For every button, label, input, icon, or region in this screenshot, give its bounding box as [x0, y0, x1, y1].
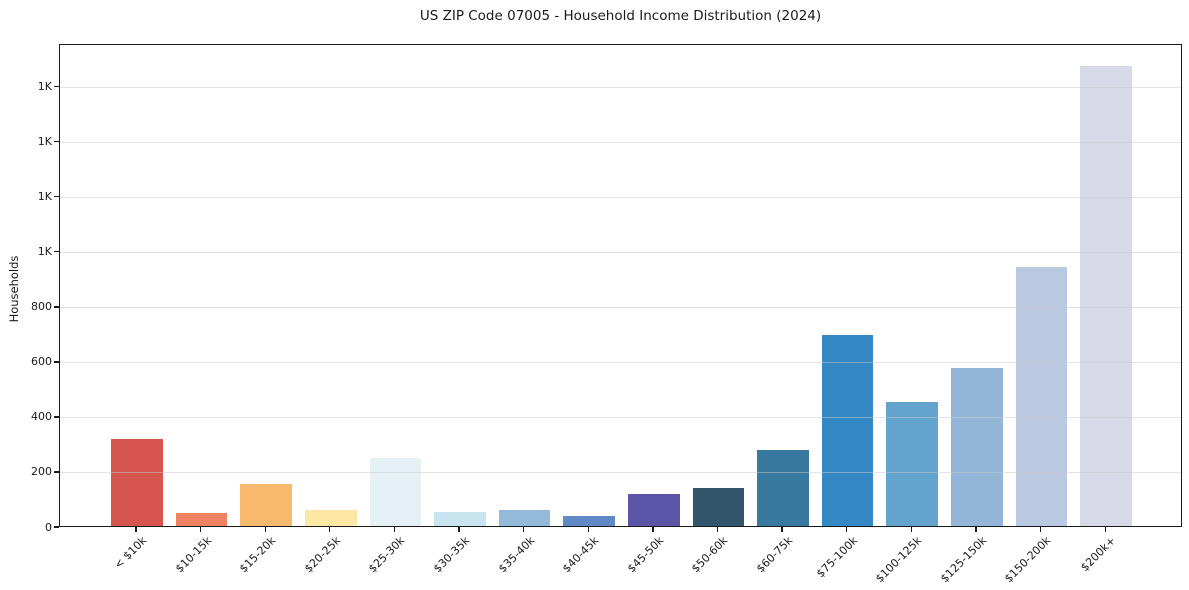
- x-tick-mark: [846, 527, 848, 532]
- x-tick-mark: [781, 527, 783, 532]
- x-tick-label: $200k+: [1078, 534, 1119, 575]
- bar-$50-60k: [692, 488, 745, 526]
- x-tick-mark: [910, 527, 912, 532]
- bar-$40-45k: [563, 516, 616, 526]
- x-tick-label: $30-35k: [430, 534, 473, 576]
- bar-$100-125k: [886, 401, 939, 526]
- x-tick-mark: [264, 527, 266, 532]
- bar-$200k+: [1080, 66, 1132, 526]
- y-tick-label: 1K: [37, 80, 52, 94]
- x-tick-mark: [1104, 527, 1106, 532]
- bar-$30-35k: [434, 511, 486, 526]
- bar-$15-20k: [240, 483, 292, 526]
- x-tick-mark: [458, 527, 460, 532]
- bar-$35-40k: [498, 510, 551, 526]
- x-tick-mark: [329, 527, 331, 532]
- bar-$45-50k: [627, 493, 680, 526]
- x-tick-label: $125-150k: [937, 534, 990, 586]
- bar-$150-200k: [1015, 267, 1068, 526]
- x-tick-label: $60-75k: [753, 534, 796, 576]
- bar-< $10k: [111, 439, 163, 526]
- gridline-800: [60, 307, 1181, 309]
- y-tick-mark: [54, 196, 59, 198]
- x-tick-label: $100-125k: [873, 534, 925, 586]
- x-tick-label: $75-100k: [813, 534, 860, 581]
- x-tick-mark: [393, 527, 396, 532]
- y-tick-label: 1K: [37, 190, 52, 204]
- y-tick-mark: [54, 416, 59, 418]
- y-tick-label: 0: [45, 520, 52, 534]
- y-tick-label: 400: [31, 410, 52, 424]
- x-tick-label: $50-60k: [689, 534, 731, 576]
- gridline-1200: [60, 197, 1181, 199]
- x-tick-mark: [1039, 527, 1042, 532]
- x-tick-mark: [716, 527, 719, 532]
- x-tick-label: $10-15k: [172, 534, 214, 576]
- x-tick-label: $45-50k: [624, 534, 666, 576]
- x-tick-label: $35-40k: [495, 534, 537, 576]
- y-tick-mark: [54, 361, 59, 363]
- gridline-400: [60, 417, 1181, 419]
- y-tick-mark: [54, 526, 59, 528]
- y-tick-label: 800: [31, 300, 52, 314]
- x-tick-mark: [975, 527, 977, 532]
- plot-area: [59, 44, 1182, 527]
- x-tick-mark: [587, 527, 589, 532]
- x-tick-label: $15-20k: [237, 534, 279, 576]
- gridline-600: [60, 362, 1181, 364]
- gridline-1400: [60, 142, 1181, 144]
- x-tick-label: $150-200k: [1002, 534, 1054, 586]
- y-tick-label: 1K: [37, 135, 52, 149]
- bar-$25-30k: [369, 457, 422, 526]
- gridline-1600: [60, 87, 1181, 89]
- y-axis-label: Households: [7, 255, 21, 323]
- y-tick-label: 200: [31, 465, 52, 479]
- x-tick-label: $25-30k: [366, 534, 408, 576]
- y-tick-label: 1K: [37, 245, 52, 259]
- y-tick-label: 600: [31, 355, 52, 369]
- x-tick-mark: [522, 527, 525, 532]
- bar-$10-15k: [175, 513, 228, 526]
- x-tick-label: < $10k: [111, 534, 150, 572]
- bar-$75-100k: [821, 335, 874, 526]
- bar-$20-25k: [304, 510, 357, 526]
- x-tick-mark: [652, 527, 654, 532]
- chart-title: US ZIP Code 07005 - Household Income Dis…: [419, 8, 822, 24]
- y-tick-mark: [54, 86, 59, 88]
- x-tick-label: $40-45k: [560, 534, 602, 576]
- gridline-1000: [60, 252, 1181, 254]
- x-tick-mark: [135, 527, 137, 532]
- y-tick-mark: [54, 251, 59, 253]
- gridline-200: [60, 472, 1181, 474]
- y-tick-mark: [54, 141, 59, 143]
- x-tick-mark: [199, 527, 202, 532]
- y-tick-mark: [54, 471, 59, 473]
- x-tick-label: $20-25k: [301, 534, 343, 576]
- y-tick-mark: [54, 306, 59, 308]
- bar-$60-75k: [757, 449, 809, 526]
- bar-$125-150k: [951, 367, 1003, 526]
